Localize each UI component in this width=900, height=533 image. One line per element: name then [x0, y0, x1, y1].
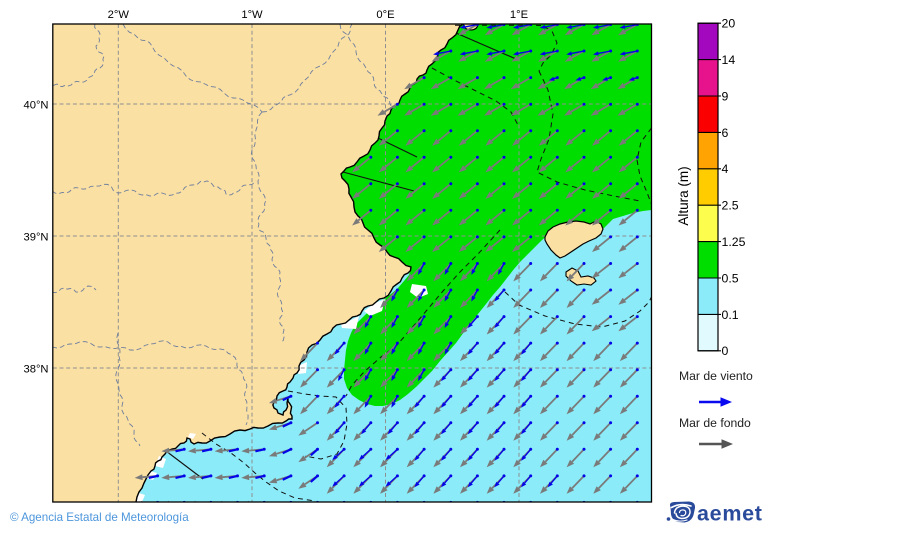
svg-text:2.5: 2.5	[722, 199, 739, 213]
svg-text:1°W: 1°W	[241, 9, 263, 21]
svg-text:0.5: 0.5	[722, 271, 739, 285]
svg-text:aemet: aemet	[697, 502, 763, 526]
svg-text:38°N: 38°N	[24, 363, 49, 375]
svg-text:Mar de fondo: Mar de fondo	[679, 416, 751, 430]
svg-text:6: 6	[722, 126, 729, 140]
svg-text:39°N: 39°N	[24, 231, 49, 243]
svg-text:4: 4	[722, 162, 729, 176]
svg-text:1.25: 1.25	[722, 235, 746, 249]
svg-text:14: 14	[722, 53, 736, 67]
svg-text:Mar de viento: Mar de viento	[679, 369, 753, 383]
svg-text:© Agencia Estatal de Meteorolo: © Agencia Estatal de Meteorología	[10, 511, 189, 524]
svg-text:1°E: 1°E	[510, 9, 528, 21]
svg-text:9: 9	[722, 89, 729, 103]
svg-text:0: 0	[722, 344, 729, 358]
svg-text:40°N: 40°N	[24, 99, 49, 111]
svg-text:2°W: 2°W	[108, 9, 130, 21]
svg-text:0°E: 0°E	[376, 9, 394, 21]
svg-text:20: 20	[722, 17, 736, 31]
svg-text:0.1: 0.1	[722, 308, 739, 322]
svg-text:Altura (m): Altura (m)	[676, 166, 691, 225]
